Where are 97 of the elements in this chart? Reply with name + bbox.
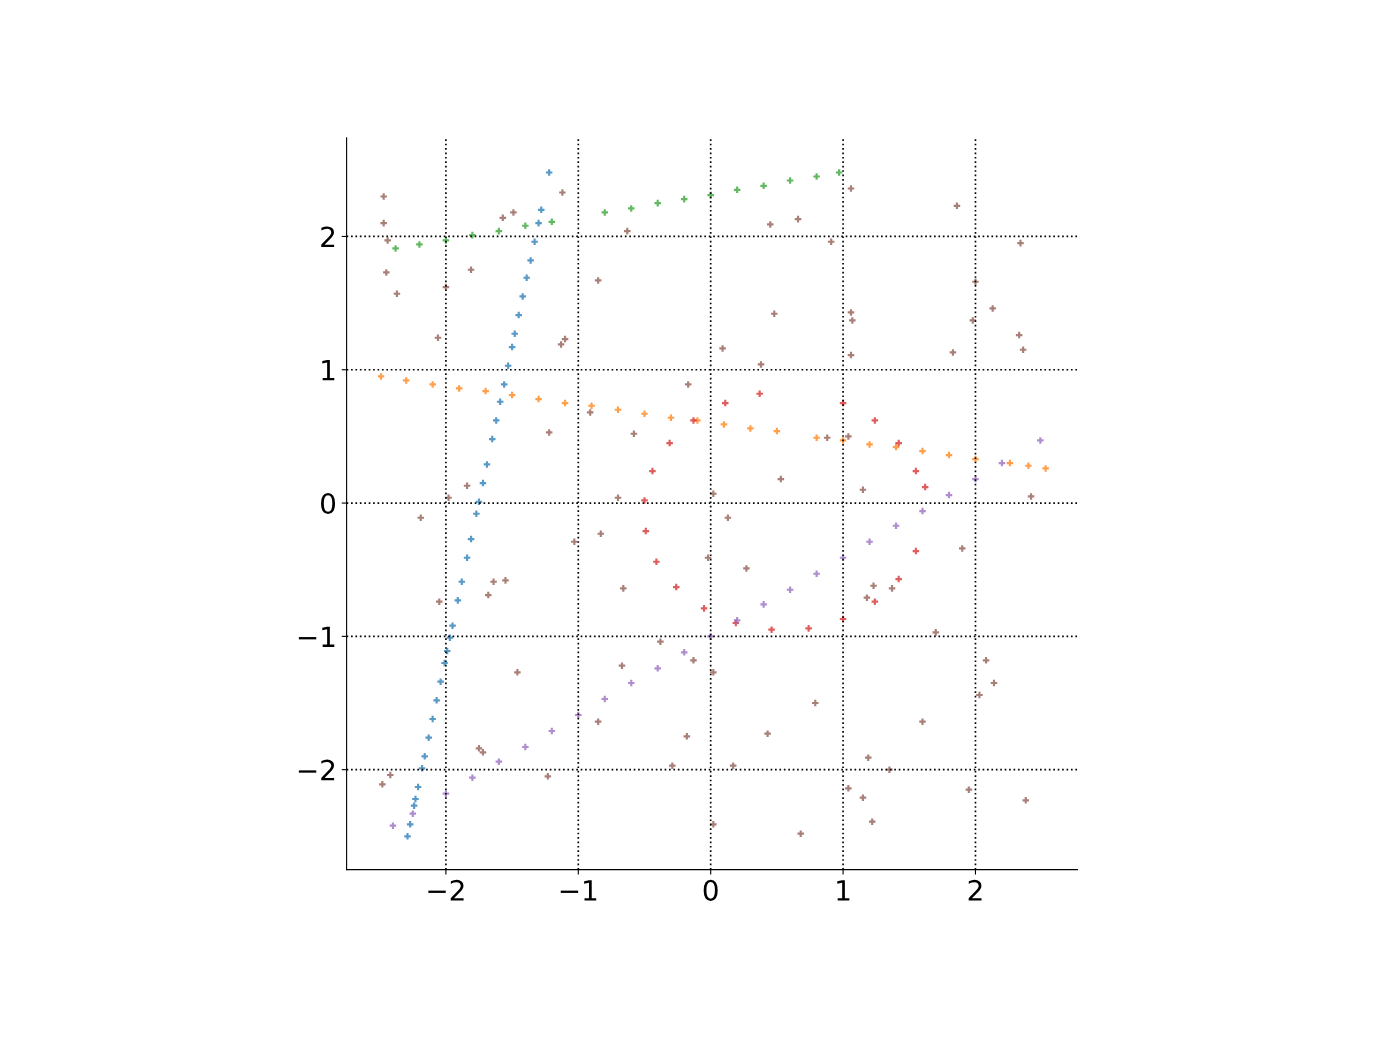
point (527, 257, 534, 264)
point (641, 410, 648, 418)
point (535, 395, 542, 403)
point (972, 455, 979, 463)
point (535, 219, 542, 227)
point (614, 406, 622, 414)
point (747, 425, 754, 432)
point (892, 522, 900, 529)
point (654, 199, 661, 207)
point (667, 414, 675, 422)
point (756, 390, 763, 398)
point (522, 222, 529, 230)
point (919, 507, 926, 515)
point (404, 833, 411, 840)
point (760, 182, 767, 190)
point (919, 447, 926, 455)
point (786, 586, 794, 593)
point (653, 558, 660, 565)
point (786, 177, 794, 184)
x-tick-label: −2 (428, 879, 464, 901)
point (437, 678, 444, 685)
point (813, 173, 820, 180)
point (519, 293, 526, 300)
point (429, 381, 436, 388)
y-tick-label: 2 (321, 226, 335, 248)
point (895, 575, 902, 583)
point (601, 209, 609, 216)
point (522, 743, 529, 751)
point (421, 753, 428, 760)
point (389, 822, 397, 829)
point (449, 622, 456, 629)
point (721, 399, 729, 407)
point (654, 665, 661, 672)
point (545, 169, 553, 176)
point (377, 373, 385, 380)
point (760, 601, 767, 608)
point (871, 417, 879, 424)
point (627, 205, 635, 212)
point (409, 810, 417, 817)
point (531, 238, 538, 246)
point (641, 497, 648, 504)
y-tick-label: 1 (322, 360, 335, 381)
point (649, 467, 656, 475)
y-tick-label: −1 (298, 626, 335, 647)
point (429, 715, 436, 723)
point (972, 475, 979, 483)
point (871, 598, 879, 605)
point (700, 605, 708, 612)
point (473, 510, 480, 517)
point (458, 578, 466, 585)
point (835, 169, 843, 176)
point (463, 554, 471, 561)
point (416, 241, 423, 248)
point (895, 439, 902, 447)
point (469, 774, 476, 781)
x-tick-label: −1 (560, 880, 597, 901)
point (500, 381, 508, 388)
point (441, 659, 448, 667)
point (666, 439, 673, 447)
point (433, 697, 440, 704)
point (673, 583, 680, 591)
point (690, 417, 697, 424)
y-tick-label: −2 (298, 759, 335, 781)
point (392, 245, 399, 252)
point (511, 330, 518, 338)
point (813, 570, 820, 577)
point (492, 417, 500, 424)
point (406, 821, 414, 828)
point (680, 649, 688, 656)
point (1037, 437, 1044, 444)
point (454, 597, 462, 604)
point (768, 626, 775, 633)
point (496, 398, 504, 406)
point (805, 625, 812, 632)
point (425, 734, 432, 741)
point (866, 538, 873, 545)
point (866, 441, 873, 448)
x-tick-label: 1 (837, 880, 850, 901)
point (1025, 462, 1032, 469)
point (455, 385, 463, 392)
point (720, 421, 728, 428)
point (515, 311, 522, 319)
point (1042, 465, 1049, 472)
x-tick-label: 2 (968, 879, 982, 901)
point (523, 274, 530, 282)
point (813, 434, 820, 441)
point (412, 795, 419, 803)
point (442, 237, 450, 244)
point (410, 802, 418, 809)
point (483, 461, 491, 468)
point (482, 387, 489, 395)
x-tick-label: 0 (703, 879, 718, 901)
point (588, 402, 595, 410)
point (402, 377, 410, 384)
y-tick-label: 0 (321, 493, 336, 515)
point (627, 679, 635, 687)
point (495, 758, 503, 765)
